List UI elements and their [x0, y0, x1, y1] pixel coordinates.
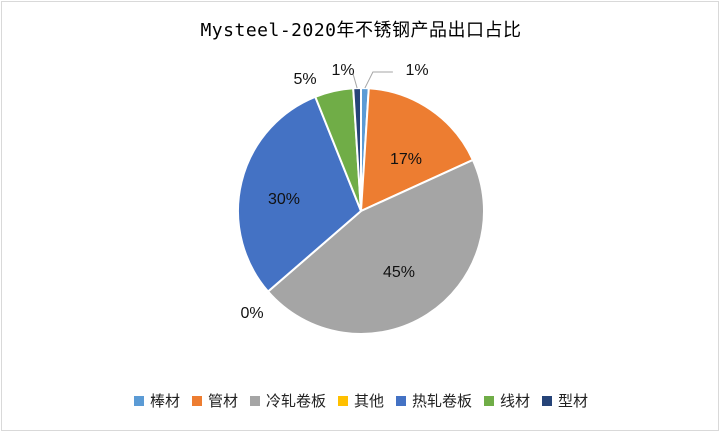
legend-label: 其他	[353, 392, 384, 410]
data-label-bar-stock: 1%	[405, 62, 428, 79]
legend-item-section: 型材	[542, 390, 588, 411]
legend-swatch	[191, 395, 202, 406]
legend-label: 冷轧卷板	[265, 392, 326, 410]
data-label-hot-rolled-coil: 30%	[268, 191, 300, 208]
legend-label: 管材	[207, 392, 238, 410]
data-label-other: 0%	[240, 305, 263, 322]
legend-label: 线材	[500, 392, 531, 410]
data-label-section: 1%	[331, 62, 354, 79]
legend-swatch	[542, 395, 553, 406]
leader-line-section	[352, 73, 358, 89]
legend-swatch	[484, 395, 495, 406]
legend-swatch	[337, 395, 348, 406]
legend-swatch	[396, 395, 406, 406]
legend-item-bar-stock: 棒材	[133, 390, 180, 411]
legend-label: 型材	[558, 392, 589, 410]
legend-item-other: 其他	[337, 390, 384, 411]
chart-legend: 棒材 管材 冷轧卷板 其他 热轧卷板 线材 型材	[2, 390, 720, 411]
legend-item-pipe: 管材	[191, 390, 238, 411]
legend-label: 棒材	[149, 392, 180, 410]
pie-slice-hot-rolled-coil	[237, 95, 363, 293]
chart-title: Mysteel-2020年不锈钢产品出口占比	[200, 20, 522, 41]
leader-line-bar-stock	[364, 71, 393, 89]
legend-label: 热轧卷板	[412, 392, 473, 410]
data-label-cold-rolled-coil: 45%	[383, 264, 415, 281]
pie-slice-cold-rolled-coil	[266, 158, 485, 335]
data-label-pipe: 17%	[390, 151, 422, 168]
legend-swatch	[249, 395, 260, 406]
pie-slice-pipe	[359, 87, 475, 213]
legend-item-hot-rolled-coil: 热轧卷板	[396, 390, 472, 411]
legend-item-cold-rolled-coil: 冷轧卷板	[249, 390, 326, 411]
legend-swatch	[133, 395, 144, 406]
legend-item-wire-rod: 线材	[484, 390, 530, 411]
data-label-wire-rod: 5%	[293, 71, 316, 88]
